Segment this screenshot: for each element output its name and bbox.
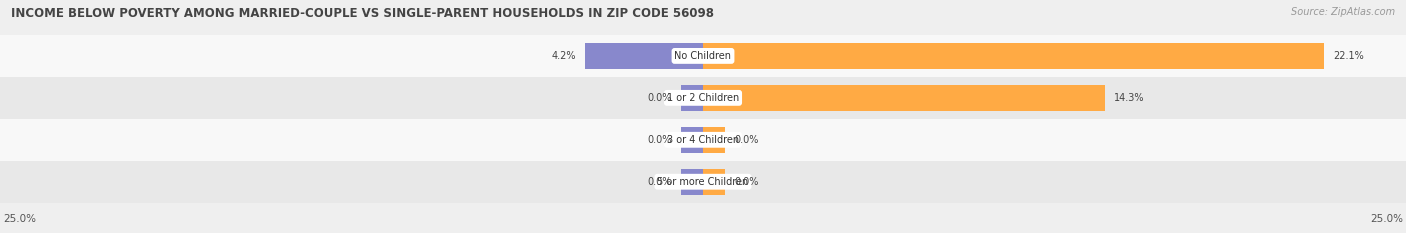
- Bar: [681, 127, 703, 153]
- Bar: [703, 169, 725, 195]
- Bar: [703, 43, 1324, 69]
- Bar: [585, 43, 703, 69]
- Bar: [0, 77, 1406, 119]
- Text: 0.0%: 0.0%: [648, 135, 672, 145]
- Text: 0.0%: 0.0%: [648, 177, 672, 187]
- Text: 14.3%: 14.3%: [1114, 93, 1144, 103]
- Text: 3 or 4 Children: 3 or 4 Children: [666, 135, 740, 145]
- Text: 1 or 2 Children: 1 or 2 Children: [666, 93, 740, 103]
- Text: Source: ZipAtlas.com: Source: ZipAtlas.com: [1291, 7, 1395, 17]
- Text: No Children: No Children: [675, 51, 731, 61]
- Bar: [0, 161, 1406, 203]
- Bar: [681, 169, 703, 195]
- Text: 4.2%: 4.2%: [553, 51, 576, 61]
- Bar: [681, 85, 703, 111]
- Text: 5 or more Children: 5 or more Children: [658, 177, 748, 187]
- Text: 0.0%: 0.0%: [648, 93, 672, 103]
- Bar: [703, 127, 725, 153]
- Text: INCOME BELOW POVERTY AMONG MARRIED-COUPLE VS SINGLE-PARENT HOUSEHOLDS IN ZIP COD: INCOME BELOW POVERTY AMONG MARRIED-COUPL…: [11, 7, 714, 20]
- Text: 25.0%: 25.0%: [1371, 214, 1403, 224]
- Bar: [703, 85, 1105, 111]
- Text: 0.0%: 0.0%: [734, 135, 758, 145]
- Text: 25.0%: 25.0%: [3, 214, 35, 224]
- Text: 22.1%: 22.1%: [1333, 51, 1364, 61]
- Text: 0.0%: 0.0%: [734, 177, 758, 187]
- Bar: [0, 35, 1406, 77]
- Bar: [0, 119, 1406, 161]
